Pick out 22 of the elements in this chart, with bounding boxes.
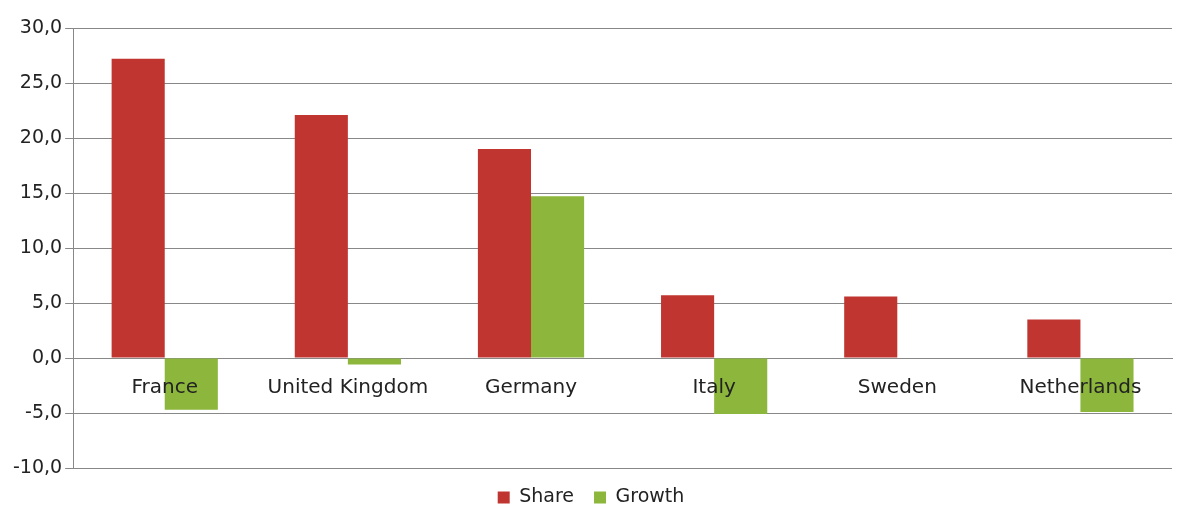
x-tick-label: Sweden: [857, 374, 937, 399]
bar: [661, 295, 715, 358]
y-tick-label: 15,0: [19, 179, 63, 202]
legend-label: Share: [519, 484, 575, 507]
bar: [294, 114, 348, 358]
bar: [844, 296, 898, 358]
bar: [477, 149, 532, 358]
x-tick-label: Germany: [485, 374, 578, 399]
y-tick-label: 20,0: [19, 124, 63, 147]
bar: [111, 58, 165, 358]
y-tick-label: -5,0: [25, 399, 63, 422]
y-tick-label: 10,0: [19, 234, 63, 257]
bar: [347, 358, 401, 365]
y-tick-label: 25,0: [19, 69, 63, 92]
legend-label: Growth: [615, 484, 685, 507]
y-tick-label: 0,0: [31, 344, 63, 367]
y-tick-label: 5,0: [31, 289, 63, 312]
x-tick-label: United Kingdom: [267, 374, 429, 399]
bar: [1027, 319, 1081, 358]
bar: [531, 196, 585, 358]
y-tick-label: 30,0: [19, 14, 63, 37]
y-tick-label: -10,0: [12, 454, 63, 477]
